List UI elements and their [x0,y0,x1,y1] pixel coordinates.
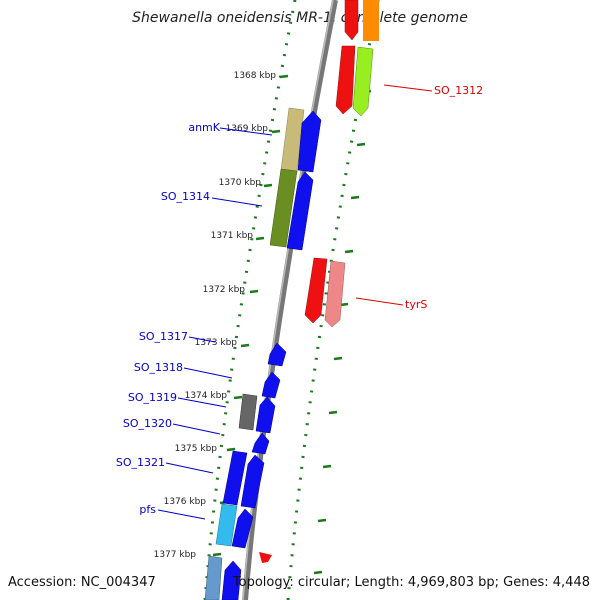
gene-arrow-reverse-bottom [259,552,272,563]
ruler-label-1374: 1374 kbp [185,391,228,401]
gene-block-bottom-steelblue [204,555,223,600]
ruler-ticks-right [313,35,379,575]
gene-arrow-reverse-top [344,0,359,41]
genome-summary-text: Topology: circular; Length: 4,969,803 bp… [232,575,590,590]
outer-dotted-guide [203,0,297,600]
gene-label-so1318[interactable]: SO_1318 [134,361,183,374]
gene-arrow-so1312 [352,46,374,117]
gene-arrow-tyrs-left [304,257,328,324]
ruler-label-1371: 1371 kbp [211,231,254,241]
reverse-strand-genes [259,0,379,563]
ruler-label-1370: 1370 kbp [219,178,262,188]
ruler-label-1369: 1369 kbp [226,124,269,134]
ruler-label-1377: 1377 kbp [154,550,197,560]
gene-arrow-so1318 [261,371,281,399]
gene-label-so1312[interactable]: SO_1312 [434,84,483,97]
gene-label-so1320[interactable]: SO_1320 [123,417,172,430]
gene-labels: anmK SO_1314 SO_1317 SO_1318 SO_1319 SO_… [116,84,483,516]
ruler-label-1373: 1373 kbp [195,338,238,348]
genome-backbone [242,0,338,600]
gene-arrow-so1321 [240,454,265,509]
gene-block-top-orange [363,0,379,41]
gene-label-tyrs[interactable]: tyrS [405,298,427,311]
gene-label-so1321[interactable]: SO_1321 [116,456,165,469]
ruler-label-1375: 1375 kbp [175,444,218,454]
gene-arrow-bottom [221,560,242,600]
gene-arrow-pfs [231,508,254,549]
gene-block-pfs [215,503,238,547]
label-leaders [157,84,433,520]
gene-arrow-so1317 [267,342,287,367]
ruler-labels: 1368 kbp 1369 kbp 1370 kbp 1371 kbp 1372… [154,71,277,560]
gene-label-anmk[interactable]: anmK [188,121,220,134]
ruler-label-1376: 1376 kbp [164,497,207,507]
gene-label-so1319[interactable]: SO_1319 [128,391,177,404]
ruler-label-1372: 1372 kbp [203,285,246,295]
gene-arrow-so1320 [251,432,270,455]
gene-arrow-so1319 [255,396,276,434]
gene-arrow-so1312-left [335,45,356,115]
ruler-label-1368: 1368 kbp [234,71,277,81]
map-title: Shewanella oneidensis MR-1, complete gen… [132,10,468,26]
gene-label-so1314[interactable]: SO_1314 [161,190,210,203]
accession-text: Accession: NC_004347 [8,575,156,590]
gene-arrow-blue-1 [297,110,322,173]
gene-block-so1321 [222,450,248,506]
gene-arrow-tyrs [324,260,346,328]
gene-block-so1319 [238,393,258,431]
gene-block-so1314 [269,168,298,248]
gene-label-so1317[interactable]: SO_1317 [139,330,188,343]
gene-arrow-blue-2 [286,171,314,251]
gene-label-pfs[interactable]: pfs [139,503,156,516]
forward-strand-genes [204,107,322,600]
